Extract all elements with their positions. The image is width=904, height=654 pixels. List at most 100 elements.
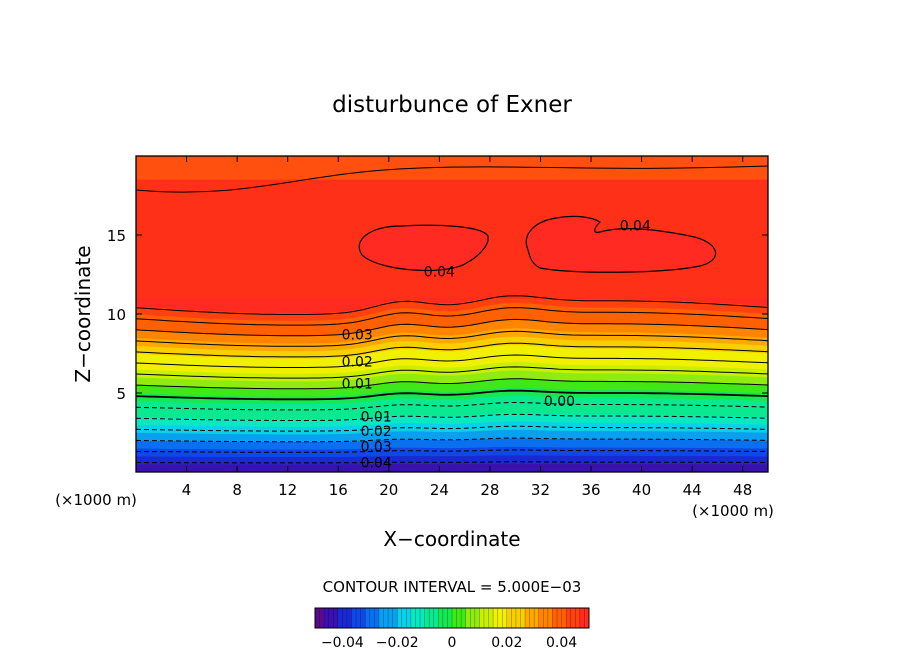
x-tick-label: 16: [329, 481, 348, 499]
colorbar-swatch: [342, 608, 348, 628]
colorbar-swatch: [415, 608, 421, 628]
colorbar-swatch: [324, 608, 329, 628]
colorbar-swatch: [388, 608, 393, 628]
contour-line: [136, 330, 768, 347]
colorbar-swatch: [575, 608, 581, 628]
colorbar-frame: [314, 607, 590, 629]
colorbar-swatch: [470, 608, 476, 628]
contour-cell: [525, 215, 717, 273]
contour-line: [136, 437, 768, 443]
contour-line: [136, 354, 768, 368]
colorbar-swatch: [346, 608, 352, 628]
colorbar-swatch: [570, 608, 576, 628]
contour-lines: [136, 165, 768, 464]
colorbar-swatch: [447, 608, 453, 628]
contour-label: 0.03: [342, 328, 373, 344]
x-unit-left: (×1000 m): [55, 491, 137, 509]
contour-line: [136, 378, 768, 390]
colorbar-swatch: [392, 608, 398, 628]
colorbar-swatch: [502, 608, 508, 628]
x-tick-label: 4: [182, 481, 192, 499]
colorbar-swatch: [493, 608, 498, 628]
colorbar-swatch: [328, 608, 334, 628]
colorbar-swatch: [333, 608, 339, 628]
colorbar-swatch: [456, 608, 462, 628]
contour-label: 0.02: [342, 354, 373, 370]
x-tick-label: 28: [480, 481, 499, 499]
contour-line: [136, 342, 768, 358]
colorbar-swatch: [452, 608, 457, 628]
colorbar-swatch: [442, 608, 448, 628]
colorbar-tick-label: 0: [448, 635, 457, 651]
colorbar-swatch: [429, 608, 435, 628]
y-axis-ticks: 5 10 15: [107, 227, 768, 403]
colorbar-swatch: [525, 608, 530, 628]
contour-label: 0.03: [361, 440, 392, 456]
contour-label: 0.01: [342, 377, 373, 393]
colorbar-swatch: [369, 608, 375, 628]
y-tick-label: 15: [107, 227, 126, 245]
colorbar-swatch: [529, 608, 535, 628]
colorbar-swatch: [337, 608, 343, 628]
colorbar-swatch: [438, 608, 444, 628]
colorbar-swatch: [315, 608, 320, 628]
colorbar-swatch: [515, 608, 521, 628]
contour-line: [136, 413, 768, 421]
x-tick-label: 20: [379, 481, 398, 499]
x-tick-label: 8: [232, 481, 242, 499]
contour-line: [136, 307, 768, 326]
contour-cell: [358, 224, 489, 272]
colorbar-tick-labels: −0.04 −0.02 0 0.02 0.04: [321, 635, 577, 651]
colorbar-swatch: [465, 608, 471, 628]
colorbar-swatch: [356, 608, 361, 628]
x-tick-label: 12: [278, 481, 297, 499]
colorbar-swatch: [483, 608, 489, 628]
contour-label: 0.02: [361, 424, 392, 440]
colorbar-swatch: [534, 608, 540, 628]
contour-label: 0.04: [361, 456, 392, 472]
colorbar-swatch: [543, 608, 549, 628]
contour-line: [136, 318, 768, 337]
colorbar-swatch: [520, 608, 526, 628]
y-axis-label: Z−coordinate: [71, 245, 95, 382]
x-tick-label: 40: [632, 481, 651, 499]
colorbar-swatch: [406, 608, 412, 628]
x-tick-label: 32: [531, 481, 550, 499]
x-unit-right: (×1000 m): [692, 502, 774, 520]
x-axis-ticks: 4 8 12 16 20 24 28 32 36 40 44 48: [182, 156, 752, 499]
colorbar-swatch: [579, 608, 585, 628]
chart-title: disturbunce of Exner: [332, 92, 572, 118]
x-tick-label: 24: [430, 481, 449, 499]
contour-line: [136, 165, 768, 193]
colorbar-swatch: [360, 608, 366, 628]
colorbar-swatch: [397, 608, 403, 628]
colorbar-swatch: [497, 608, 503, 628]
colorbar-tick-label: −0.02: [376, 635, 419, 651]
contour-line: [136, 389, 768, 401]
colorbar-swatch: [552, 608, 558, 628]
x-axis-label: X−coordinate: [383, 527, 520, 551]
colorbar-swatch: [566, 608, 572, 628]
contour-label: 0.01: [361, 410, 392, 426]
contour-interval-text: CONTOUR INTERVAL = 5.000E−03: [323, 578, 582, 596]
colorbar-swatch: [319, 608, 325, 628]
y-tick-label: 10: [107, 306, 126, 324]
colorbar-swatch: [410, 608, 416, 628]
colorbar-swatch: [424, 608, 430, 628]
contour-line: [136, 295, 768, 315]
colorbar-swatch: [461, 608, 466, 628]
colorbar-swatch: [433, 608, 439, 628]
colorbar-swatch: [557, 608, 562, 628]
contour-line: [136, 461, 768, 464]
x-tick-label: 36: [581, 481, 600, 499]
colorbar-swatch: [351, 608, 357, 628]
colorbar: [314, 608, 590, 628]
color-band: [136, 463, 768, 472]
contour-label: 0.04: [620, 219, 651, 235]
x-tick-label: 44: [683, 481, 702, 499]
x-tick-label: 48: [733, 481, 752, 499]
colorbar-tick-label: −0.04: [321, 635, 364, 651]
colorbar-swatch: [561, 608, 567, 628]
colorbar-swatch: [374, 608, 380, 628]
